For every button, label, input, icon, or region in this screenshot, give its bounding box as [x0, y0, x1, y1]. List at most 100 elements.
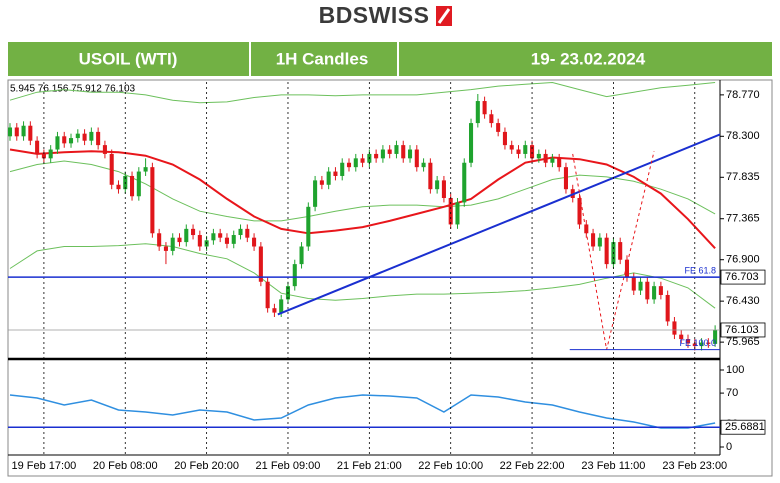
candle-body: [489, 114, 494, 124]
candle-body: [130, 175, 135, 197]
x-tick-label: 21 Feb 21:00: [337, 460, 402, 472]
candle-body: [638, 281, 643, 291]
candle-body: [401, 145, 406, 159]
price-box: [720, 269, 766, 285]
candle-body: [502, 131, 507, 146]
logo: BDSWISS: [319, 2, 430, 28]
candle-body: [163, 246, 168, 251]
y-tick-label: 76.900: [726, 254, 760, 266]
candle-body: [89, 131, 94, 141]
x-tick-label: 22 Feb 10:00: [418, 460, 483, 472]
candle-body: [28, 125, 33, 141]
candle-body: [516, 149, 521, 154]
candle-body: [340, 162, 345, 176]
price-box: [720, 322, 766, 338]
candle-body: [380, 149, 385, 159]
candle-body: [550, 158, 555, 163]
price-box: [720, 419, 766, 435]
candle-body: [652, 286, 657, 300]
chart-frame: [7, 79, 773, 477]
band-line: [9, 243, 716, 309]
candle-body: [407, 149, 413, 159]
candle-body: [645, 281, 650, 300]
candle-body: [109, 153, 114, 185]
candle-body: [523, 145, 528, 154]
candle-body: [624, 259, 630, 278]
y-tick-label: 0: [726, 441, 732, 453]
candle-body: [265, 281, 270, 309]
x-tick-label: 20 Feb 08:00: [93, 460, 158, 472]
y-tick-label: 77.365: [726, 213, 760, 225]
candle-body: [313, 180, 318, 207]
header-symbol: USOIL (WTI): [79, 49, 178, 68]
candle-body: [279, 299, 284, 313]
candle-body: [68, 138, 74, 144]
candle-body: [455, 202, 460, 225]
header-bar: [8, 42, 772, 76]
candle-body: [618, 242, 623, 260]
candle-body: [462, 162, 467, 203]
x-tick-label: 20 Feb 20:00: [174, 460, 239, 472]
rsi-plot: [9, 394, 716, 429]
x-tick-label: 23 Feb 11:00: [581, 460, 645, 472]
candle-body: [170, 237, 175, 251]
candle-body: [346, 162, 352, 168]
candle-body: [658, 286, 663, 295]
candle-body: [319, 180, 324, 185]
candle-body: [299, 246, 304, 265]
candle-body: [258, 246, 263, 282]
price-box-label: 76.103: [725, 324, 759, 336]
candle-body: [665, 294, 670, 322]
moving-average: [9, 148, 716, 249]
y-tick-label: 70: [726, 387, 738, 399]
candle-body: [360, 158, 365, 163]
candle-body: [536, 153, 541, 159]
candle-body: [245, 228, 250, 238]
candle-body: [584, 224, 589, 234]
candle-body: [62, 136, 67, 144]
candle-body: [394, 145, 399, 154]
candle-body: [435, 180, 440, 190]
y-tick-label: 76.430: [726, 295, 760, 307]
candle-body: [75, 133, 80, 139]
candle-body: [557, 158, 562, 168]
candle-body: [136, 171, 141, 197]
candle-body: [157, 233, 162, 247]
candle-body: [597, 237, 602, 247]
candle-body: [252, 237, 257, 247]
candle-body: [604, 237, 609, 265]
candle-body: [441, 180, 446, 199]
x-tick-label: 21 Feb 09:00: [256, 460, 321, 472]
candle-body: [21, 125, 26, 137]
candle-body: [421, 162, 426, 168]
candle-body: [231, 235, 236, 244]
logo-icon-mark: [437, 8, 451, 24]
candle-body: [150, 167, 155, 234]
candle-body: [509, 145, 514, 150]
candle-body: [35, 140, 40, 154]
candle-body: [448, 198, 453, 225]
candle-body: [238, 228, 243, 236]
candle-body: [306, 206, 311, 247]
candle-body: [102, 145, 107, 154]
candle-body: [292, 264, 297, 287]
candle-body: [8, 127, 13, 137]
candle-body: [692, 343, 697, 347]
y-tick-label: 77.835: [726, 171, 760, 183]
y-tick-label: 75.965: [726, 336, 760, 348]
candle-body: [577, 198, 582, 225]
x-tick-label: 22 Feb 22:00: [500, 460, 565, 472]
candle-body: [699, 342, 704, 347]
y-tick-label: 100: [726, 364, 744, 376]
price-box-label: 76.703: [725, 271, 759, 283]
candle-body: [496, 123, 501, 132]
candle-body: [353, 158, 358, 168]
band-line: [9, 82, 716, 104]
candle-body: [116, 184, 121, 190]
candle-body: [672, 321, 677, 335]
candle-body: [387, 149, 392, 154]
candle-body: [14, 127, 19, 137]
candle-body: [82, 133, 87, 141]
